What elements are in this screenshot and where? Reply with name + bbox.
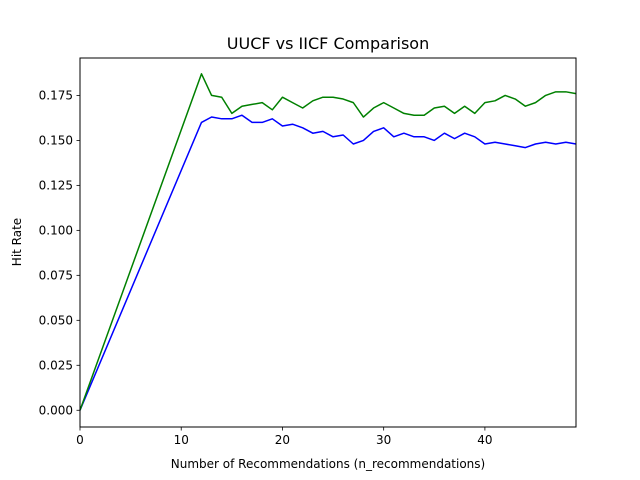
y-tick-label: 0.175	[39, 89, 73, 103]
x-tick-label: 30	[376, 433, 391, 447]
x-tick-label: 20	[275, 433, 290, 447]
y-tick-label: 0.150	[39, 134, 73, 148]
y-tick-label: 0.025	[39, 358, 73, 372]
y-tick-label: 0.000	[39, 403, 73, 417]
x-tick-label: 10	[174, 433, 189, 447]
plot-area	[80, 58, 576, 427]
series-layer	[79, 73, 577, 411]
y-tick-label: 0.100	[39, 224, 73, 238]
chart-title: UUCF vs IICF Comparison	[227, 34, 429, 53]
series-line-1	[79, 114, 577, 411]
x-axis-ticks: 0 10 20 30 40	[76, 427, 493, 447]
x-axis-label: Number of Recommendations (n_recommendat…	[171, 457, 485, 471]
y-axis-label: Hit Rate	[10, 218, 24, 266]
series-line-2	[79, 73, 577, 411]
x-tick-label: 40	[477, 433, 492, 447]
y-tick-label: 0.125	[39, 179, 73, 193]
plot-frame	[79, 57, 577, 428]
y-axis-ticks: 0.000 0.025 0.050 0.075 0.100 0.125 0.150 0.175	[39, 89, 80, 417]
y-tick-label: 0.050	[39, 314, 73, 328]
x-tick-label: 0	[76, 433, 84, 447]
y-tick-label: 0.075	[39, 269, 73, 283]
